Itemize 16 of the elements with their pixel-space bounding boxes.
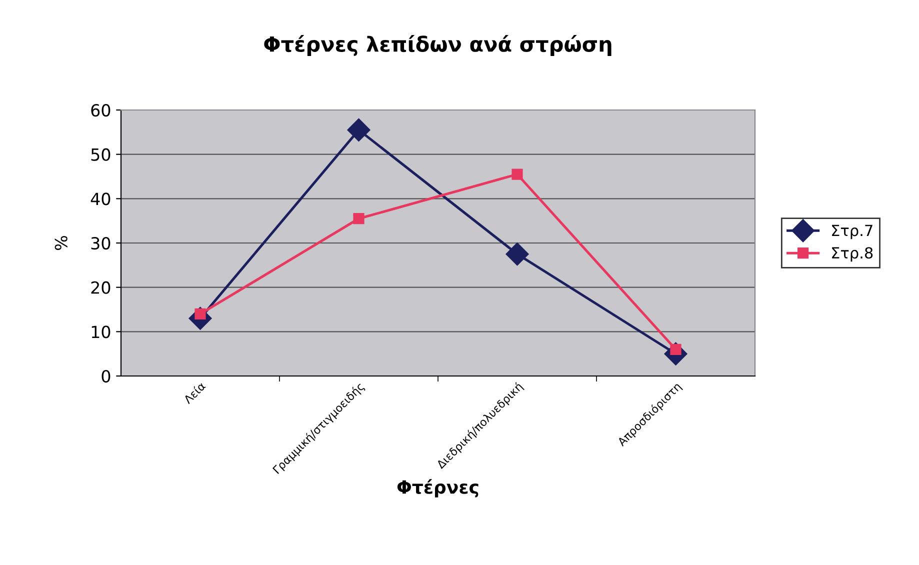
legend-label: Στρ.7 — [832, 224, 872, 240]
x-axis-title: Φτέρνες — [397, 479, 478, 498]
y-tick-label: 10 — [92, 326, 110, 338]
y-tick-label: 0 — [102, 370, 110, 383]
y-tick-label: 60 — [91, 104, 110, 117]
point — [512, 168, 523, 180]
point — [353, 213, 364, 224]
y-tick-label: 20 — [91, 281, 110, 294]
legend-label: Στρ.8 — [832, 247, 873, 262]
y-tick-label: 40 — [90, 192, 110, 206]
y-tick-label: 30 — [91, 236, 110, 250]
point — [506, 242, 529, 266]
y-tick-label: 50 — [91, 148, 110, 161]
y-axis-title: % — [54, 236, 68, 250]
point — [347, 118, 370, 142]
chart-title: Φτέρνες λεπίδων ανά στρώση — [264, 35, 612, 56]
